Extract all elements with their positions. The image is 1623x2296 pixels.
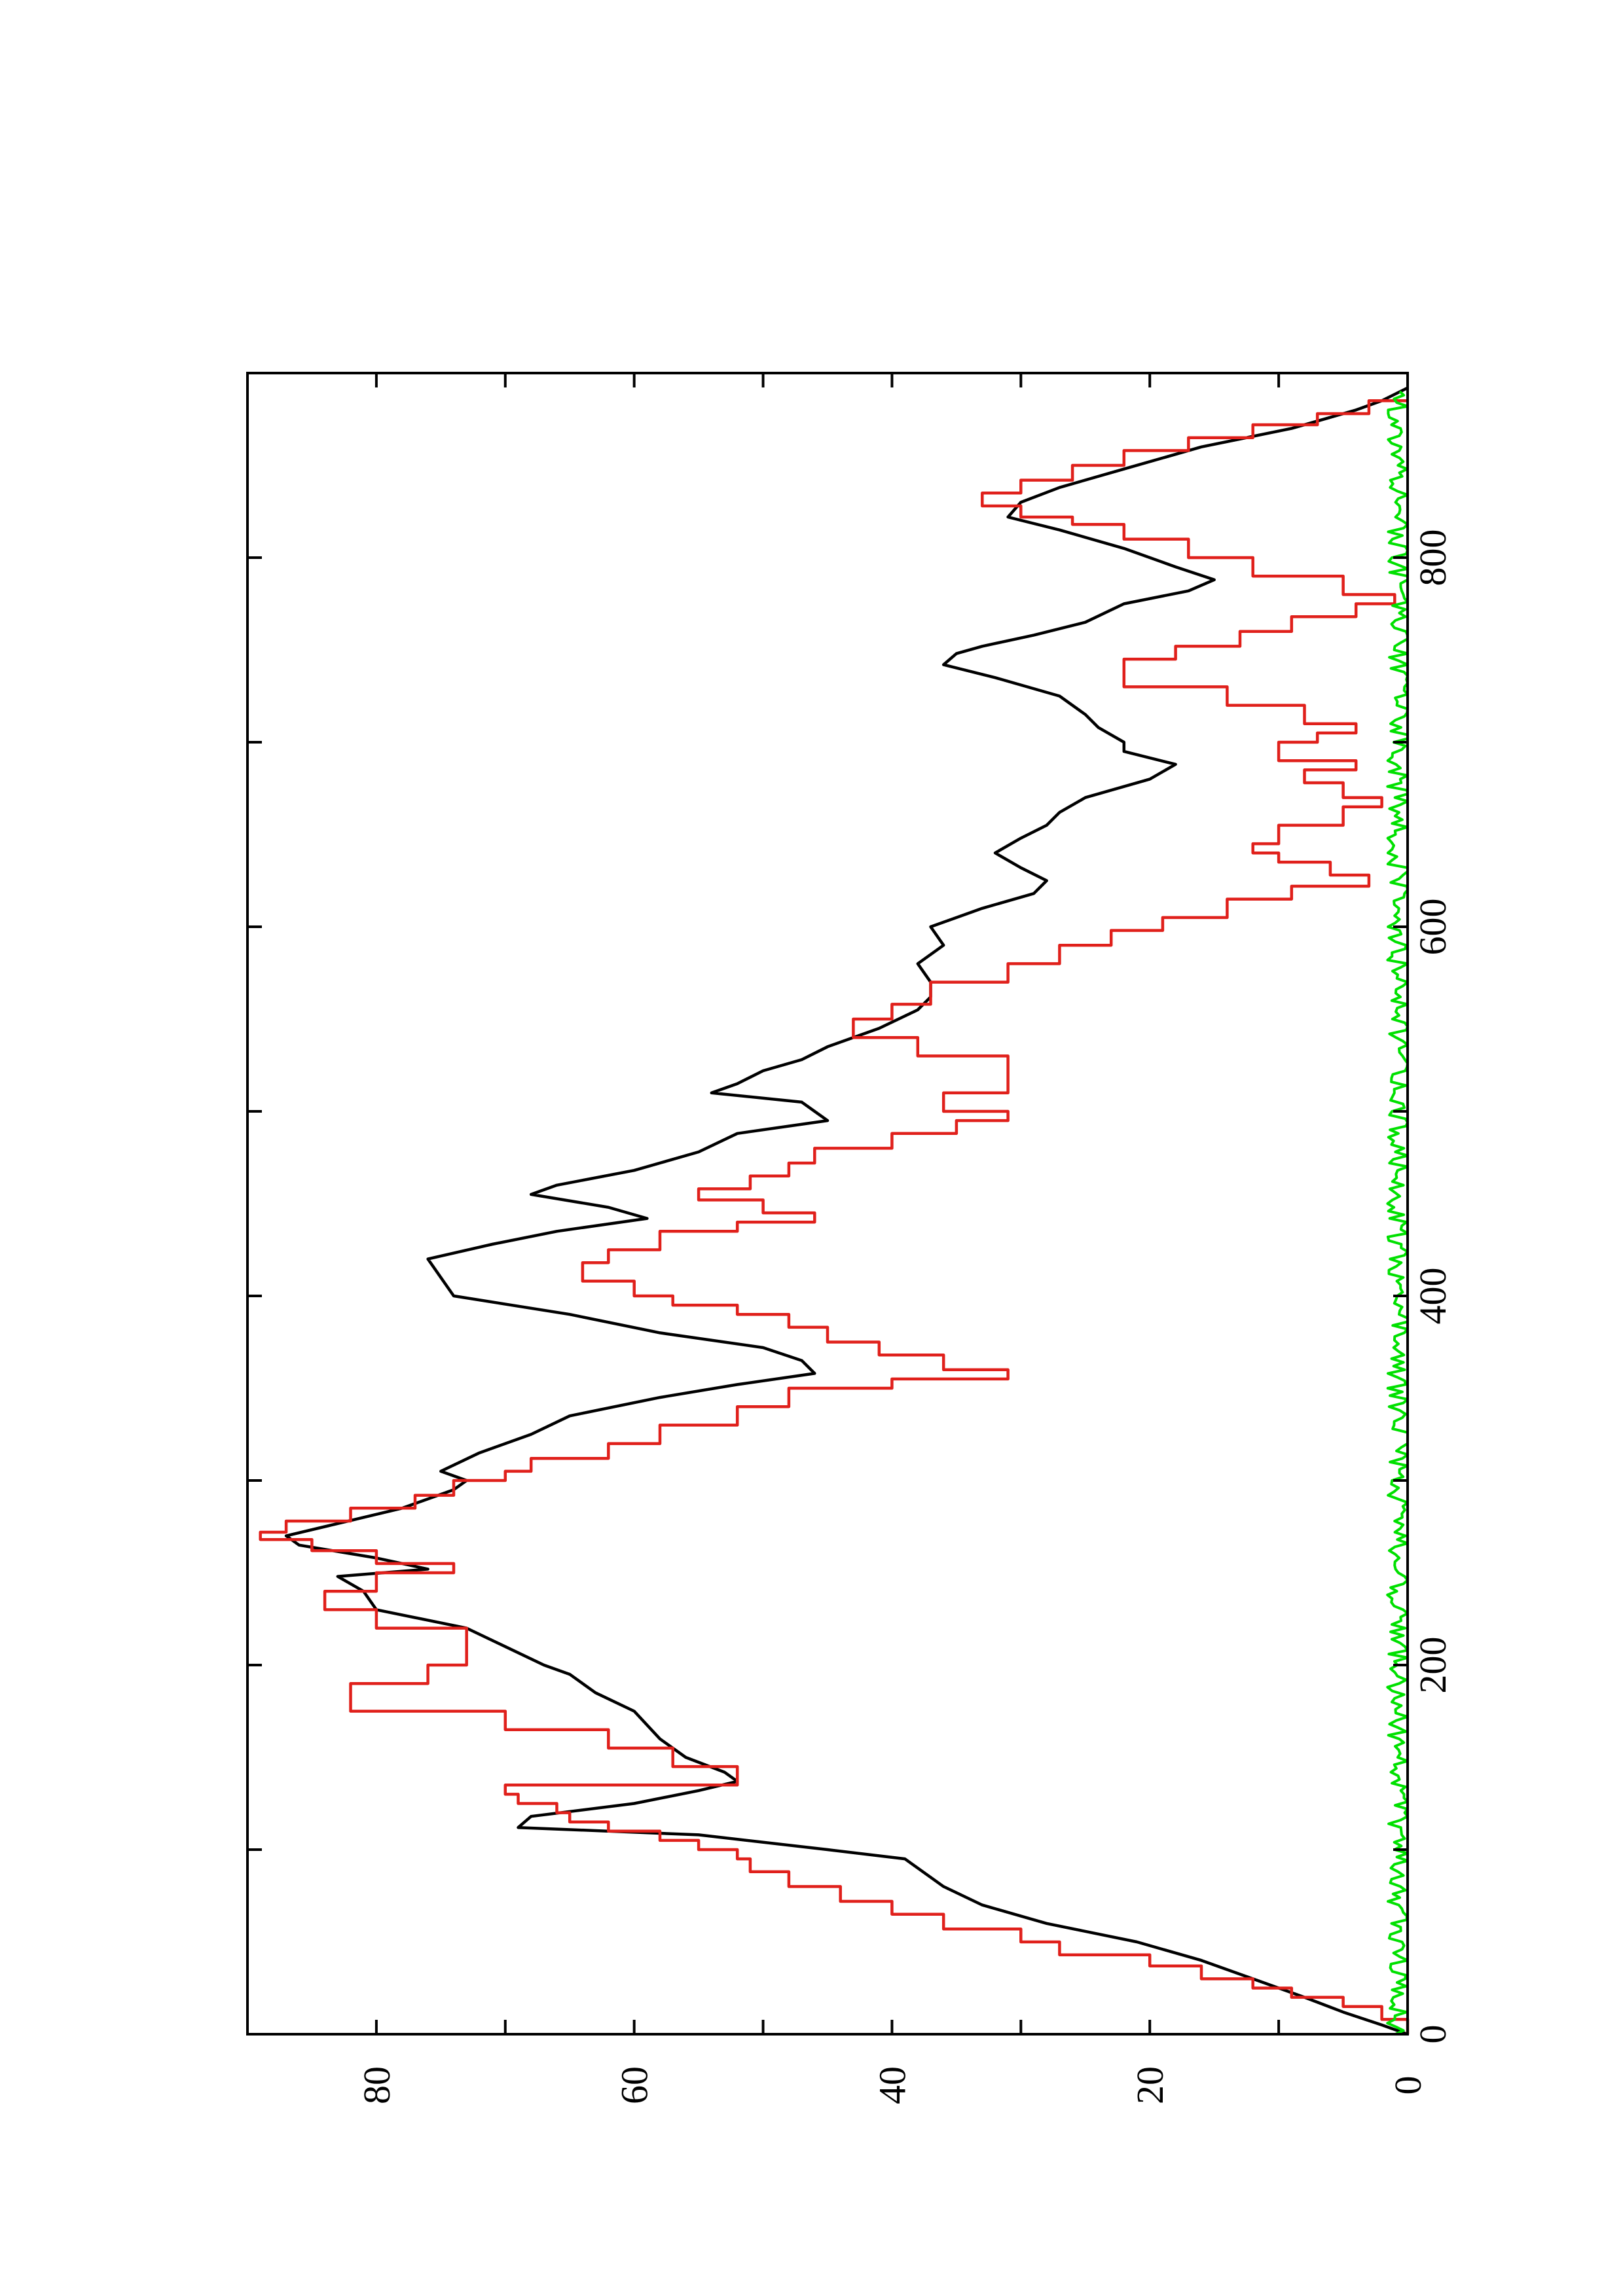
x-tick-label: 0 <box>1412 2025 1454 2044</box>
y-tick-label: 0 <box>1387 2076 1429 2095</box>
series-layer <box>259 386 1410 2036</box>
y-tick-label: 60 <box>613 2066 656 2104</box>
y-tick-label: 20 <box>1129 2066 1171 2104</box>
y-tick-label: 40 <box>871 2066 913 2104</box>
series-line-3 <box>1386 390 1409 2036</box>
y-tick-label: 80 <box>356 2066 398 2104</box>
x-tick-label: 800 <box>1412 529 1454 586</box>
x-tick-label: 400 <box>1412 1268 1454 1325</box>
x-tick-label: 600 <box>1412 899 1454 956</box>
series-line-2 <box>259 399 1410 2034</box>
plot-frame <box>246 372 1409 2036</box>
tick-label-layer: 0 200 400 600 800 0 20 40 60 80 <box>356 529 1454 2105</box>
series-line-1 <box>284 386 1409 2036</box>
tick-layer <box>246 373 1409 2036</box>
x-tick-label: 200 <box>1412 1637 1454 1694</box>
